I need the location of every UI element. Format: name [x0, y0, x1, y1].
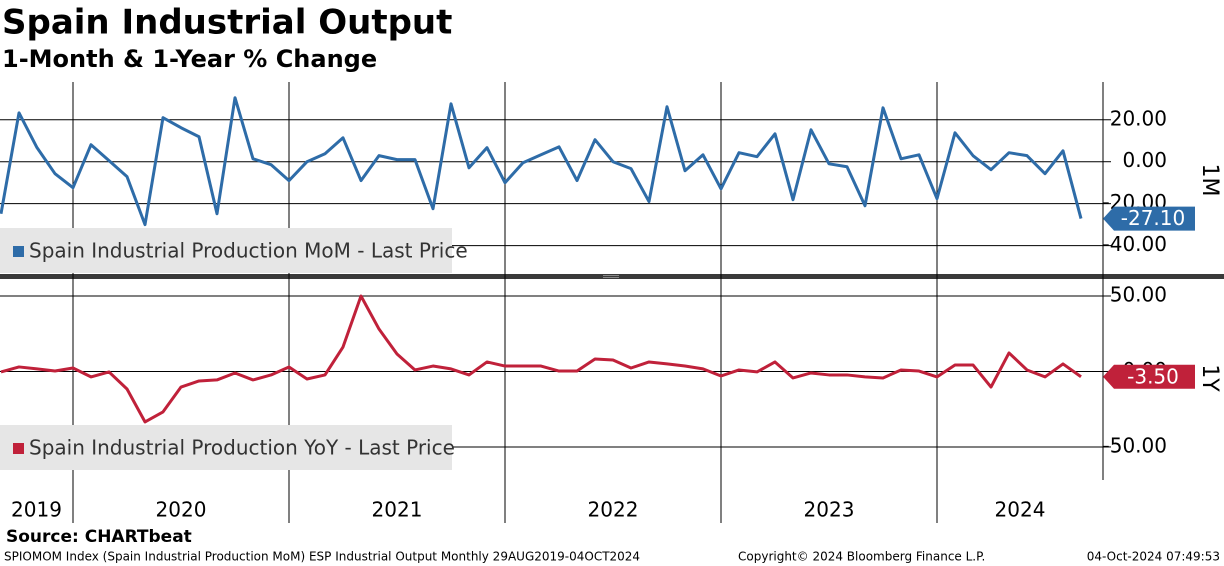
legend-swatch [13, 443, 24, 454]
footer-right: 04-Oct-2024 07:49:53 [1087, 550, 1220, 564]
chart-title: Spain Industrial Output [2, 3, 452, 43]
chart-subtitle: 1-Month & 1-Year % Change [2, 45, 377, 73]
x-tick-label: 2024 [995, 498, 1046, 522]
last-value-label: -3.50 [1127, 364, 1179, 388]
last-value-box [1103, 206, 1195, 231]
legend-label: Spain Industrial Production MoM - Last P… [29, 239, 468, 263]
data-line [0, 294, 1082, 424]
y-tick-label: -40.00 [1103, 232, 1167, 256]
x-tick-label: 2020 [156, 498, 207, 522]
data-line [0, 96, 1083, 227]
x-tick-label: 2019 [11, 498, 62, 522]
panel-separator [0, 274, 1224, 279]
y-tick-label: 0.00 [1122, 148, 1167, 172]
footer-left: SPIOMOM Index (Spain Industrial Producti… [4, 550, 640, 564]
legend-label: Spain Industrial Production YoY - Last P… [29, 436, 455, 460]
y-tick-label: -50.00 [1103, 433, 1167, 457]
panel-label: 1M [1197, 164, 1222, 197]
legend-swatch [13, 246, 24, 257]
panel-label: 1Y [1197, 364, 1222, 392]
y-tick-label: 50.00 [1110, 283, 1167, 307]
x-tick-label: 2021 [372, 498, 423, 522]
footer-center: Copyright© 2024 Bloomberg Finance L.P. [738, 550, 985, 564]
x-tick-label: 2023 [804, 498, 855, 522]
last-value-box [1103, 364, 1195, 389]
y-tick-label: 20.00 [1110, 106, 1167, 130]
source: Source: CHARTbeat [6, 527, 192, 547]
x-tick-label: 2022 [588, 498, 639, 522]
legend-box [0, 228, 452, 273]
last-value-label: -27.10 [1121, 206, 1185, 230]
legend-box [0, 425, 452, 470]
